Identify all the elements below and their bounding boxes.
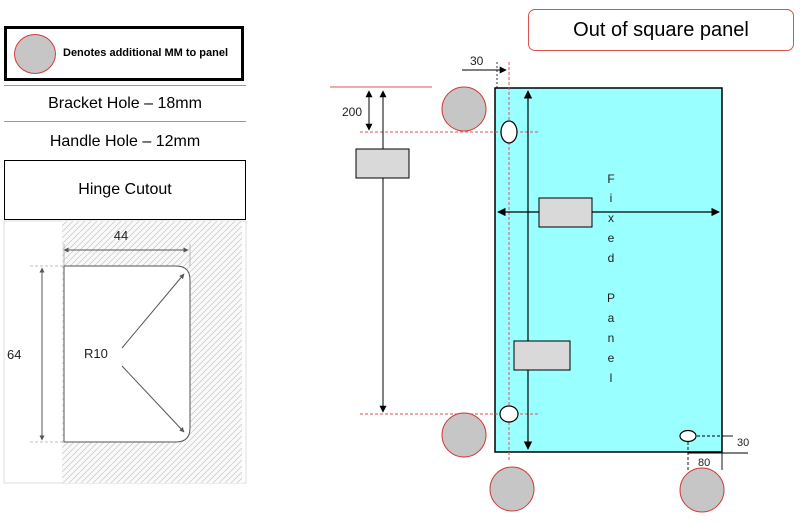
hinge-block-bottom	[513, 340, 571, 371]
panel-letter: P	[607, 291, 615, 305]
panel-drawing: 30 200 30 80 F i x e d P	[330, 54, 749, 513]
cutout-width-label: 44	[114, 228, 128, 243]
vertical-200-label: 200	[342, 105, 362, 119]
cutout-height-label: 64	[7, 347, 21, 362]
top-offset-label: 30	[470, 54, 484, 68]
radius-leader-top	[121, 273, 185, 349]
fixed-panel-text: F i x e d P a n e l	[607, 172, 615, 385]
fixed-letter: i	[610, 191, 613, 205]
fixed-letter: e	[608, 231, 615, 245]
legend-text: Denotes additional MM to panel	[63, 47, 229, 59]
handle-hole	[679, 429, 697, 443]
bracket-hole-label: Bracket Hole – 18mm	[4, 85, 246, 122]
additional-mm-marker-icon	[14, 34, 56, 74]
hinge-cutout-label: Hinge Cutout	[4, 160, 246, 220]
hinge-block-top	[538, 197, 593, 228]
hinge-reference-block	[355, 148, 410, 179]
page-title: Out of square panel	[528, 9, 794, 51]
handle-hole-label: Handle Hole – 12mm	[49, 132, 201, 150]
fixed-letter: d	[608, 251, 615, 265]
panel-letter: e	[608, 351, 615, 365]
additional-mm-marker-bottom-left	[441, 412, 487, 458]
legend-box: Denotes additional MM to panel	[4, 26, 244, 81]
fixed-letter: x	[608, 211, 614, 225]
corner-offset-label: 30	[737, 437, 749, 449]
cutout-outline	[63, 265, 191, 443]
additional-mm-marker-top-left	[441, 86, 487, 132]
bracket-hole-bottom	[499, 405, 519, 423]
additional-mm-marker-bottom	[489, 466, 535, 512]
radius-label: R10	[84, 346, 108, 361]
hinge-cutout-detail: 44 64 R10	[3, 220, 247, 484]
panel-letter: l	[610, 371, 613, 385]
radius-leader-bottom	[121, 365, 185, 433]
fixed-panel	[494, 87, 723, 453]
bracket-hole-top	[500, 120, 518, 144]
panel-letter: n	[608, 331, 615, 345]
fixed-letter: F	[607, 172, 614, 186]
additional-mm-marker-bottom-right	[679, 467, 725, 513]
panel-letter: a	[608, 311, 615, 325]
corner-bottom-label: 80	[698, 457, 710, 469]
